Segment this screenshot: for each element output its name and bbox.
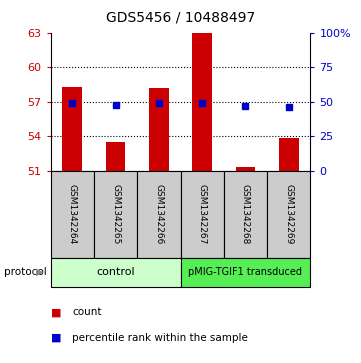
Text: GDS5456 / 10488497: GDS5456 / 10488497 [106, 11, 255, 25]
Bar [51, 258, 180, 287]
Bar [149, 88, 169, 171]
Text: GSM1342266: GSM1342266 [155, 184, 163, 244]
Bar [106, 142, 125, 171]
Bar [51, 171, 94, 258]
Bar [236, 167, 255, 171]
Bar [180, 258, 310, 287]
Bar [224, 171, 267, 258]
Bar [279, 138, 299, 171]
Text: ■: ■ [51, 307, 61, 317]
Text: ■: ■ [51, 333, 61, 343]
Text: GSM1342264: GSM1342264 [68, 184, 77, 244]
Text: GSM1342269: GSM1342269 [284, 184, 293, 244]
Bar [192, 33, 212, 171]
Bar [94, 171, 137, 258]
Text: ▶: ▶ [36, 267, 44, 277]
Text: GSM1342265: GSM1342265 [111, 184, 120, 244]
Bar [267, 171, 310, 258]
Text: protocol: protocol [4, 267, 46, 277]
Text: pMIG-TGIF1 transduced: pMIG-TGIF1 transduced [188, 267, 303, 277]
Bar [62, 87, 82, 171]
Bar [137, 171, 180, 258]
Text: control: control [96, 267, 135, 277]
Text: GSM1342267: GSM1342267 [198, 184, 206, 244]
Text: count: count [72, 307, 102, 317]
Bar [180, 171, 224, 258]
Text: percentile rank within the sample: percentile rank within the sample [72, 333, 248, 343]
Text: GSM1342268: GSM1342268 [241, 184, 250, 244]
